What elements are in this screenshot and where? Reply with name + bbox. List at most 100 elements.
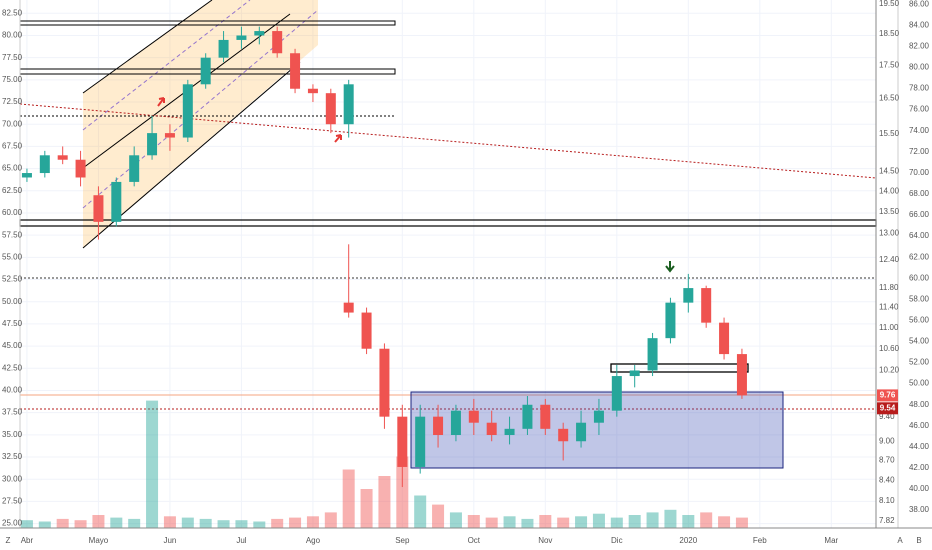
candle-body [218,39,229,58]
toolbar-button[interactable]: Z [6,536,11,545]
range-box [410,391,784,469]
candle-body [343,302,354,313]
volume-bar [56,518,69,528]
y-tick-label: 68.00 [909,189,930,198]
arrow [157,97,165,107]
volume-bar [575,516,588,528]
candle-body [629,370,640,377]
volume-bar [539,515,552,528]
volume-bar [360,489,373,528]
channel-dash [82,0,251,131]
toolbar-button[interactable]: A [897,536,903,545]
candle-body [576,422,587,442]
x-tick-label: Nov [538,536,552,545]
y-tick-label: 67.50 [2,142,23,151]
y-tick-label: 11.40 [879,303,899,312]
y-tick-label: 38.00 [909,505,930,514]
candle-body [236,35,247,40]
y-tick-label: 37.50 [2,408,23,417]
volume-bar [449,512,462,528]
y-tick-label: 9.40 [879,412,895,421]
y-tick-label: 50.00 [909,379,930,388]
y-tick-label: 77.50 [2,53,23,62]
candle-body [522,404,533,429]
volume-bar [271,518,284,528]
candle-body [701,288,712,323]
candle-body [93,195,104,222]
y-tick-label: 13.00 [879,228,900,237]
y-tick-label: 32.50 [2,452,23,461]
y-tick-label: 8.40 [879,475,895,484]
x-tick-label: Feb [753,536,767,545]
volume-bar [503,516,516,528]
x-tick-label: 2020 [679,536,697,545]
y-tick-label: 72.00 [909,147,930,156]
candle-body [397,416,408,467]
y-tick-label: 9.00 [879,436,895,445]
candle-body [611,376,622,411]
y-tick-label: 70.00 [909,168,930,177]
y-tick-label: 48.00 [909,400,930,409]
volume-bar [432,504,445,528]
candle-body [468,410,479,423]
x-tick-label: Mar [824,536,838,545]
y-tick-label: 44.00 [909,442,930,451]
y-tick-label: 25.00 [2,519,23,528]
price-label: 9.76 [880,391,896,400]
candle-body [558,428,569,442]
y-tick-label: 58.00 [909,294,930,303]
candle-body [57,155,68,160]
y-tick-label: 45.00 [2,341,23,350]
candle-body [290,53,301,89]
y-tick-label: 8.10 [879,496,895,505]
volume-bar [110,517,123,528]
y-tick-label: 42.50 [2,363,23,372]
y-tick-label: 84.00 [909,20,930,29]
channel-line [82,0,213,94]
volume-bar [682,515,695,528]
y-tick-label: 86.00 [909,0,930,8]
y-tick-label: 50.00 [2,297,23,306]
volume-bar [700,512,713,528]
y-tick-label: 75.00 [2,75,23,84]
y-tick-label: 13.50 [879,207,900,216]
level-box [610,363,749,373]
y-tick-label: 65.00 [2,164,23,173]
price-label: 9.54 [880,403,896,412]
candle-body [75,159,86,178]
candle-body [683,288,694,303]
arrow [334,134,342,143]
x-tick-label: Dic [611,536,623,545]
y-tick-label: 56.00 [909,315,930,324]
marks [20,26,748,528]
volume-bar [20,520,33,528]
candle-body [21,173,32,178]
toolbar-button[interactable]: B [916,536,921,545]
y-tick-label: 60.00 [909,273,930,282]
volume-bar [592,513,605,528]
candle-body [182,84,193,138]
volume-bar [342,469,355,528]
x-tick-label: Oct [468,536,481,545]
y-tick-label: 47.50 [2,319,23,328]
y-tick-label: 66.00 [909,210,930,219]
volume-bar [664,509,677,528]
y-tick-label: 10.60 [879,344,900,353]
volume-bar [74,520,87,528]
candle-body [111,181,122,222]
y-tick-label: 35.00 [2,430,23,439]
candle-body [147,133,158,156]
drawings [19,0,877,469]
y-tick-label: 14.50 [879,167,900,176]
volume-bar [414,495,427,528]
volume-bar [306,516,319,528]
volume-bar [718,516,731,528]
y-tick-label: 72.50 [2,97,23,106]
y-tick-label: 62.00 [909,252,930,261]
y-tick-label: 57.50 [2,230,23,239]
candle-body [39,155,50,174]
volume-bar [253,521,266,528]
